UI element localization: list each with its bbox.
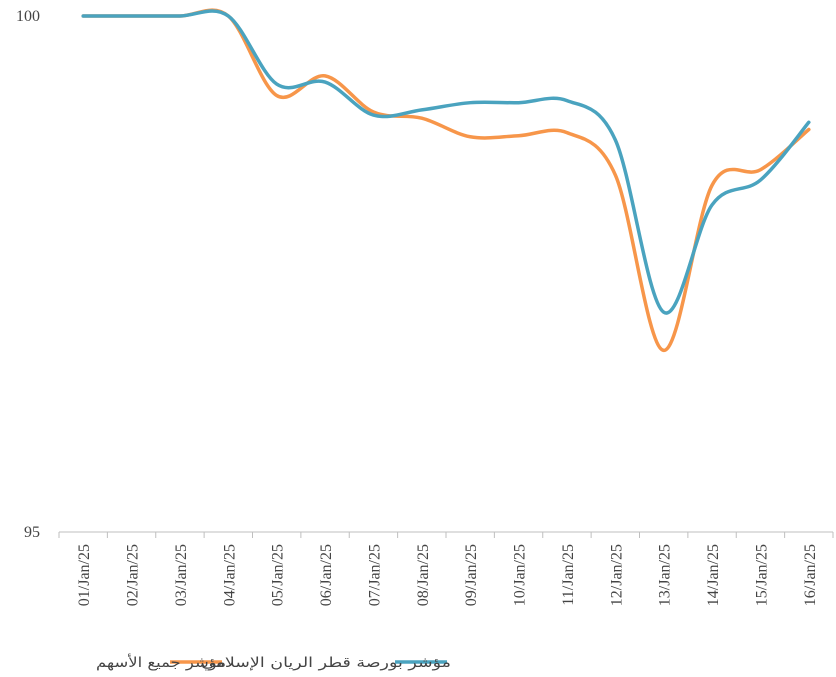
x-tick-label: 14/Jan/25: [705, 544, 722, 606]
legend-label: مؤشر جميع الأسهم: [96, 653, 226, 671]
x-tick-label: 03/Jan/25: [173, 544, 190, 606]
x-tick-label: 01/Jan/25: [76, 544, 93, 606]
x-tick-label: 13/Jan/25: [657, 544, 674, 606]
x-tick-label: 06/Jan/25: [318, 544, 335, 606]
x-tick-label: 15/Jan/25: [753, 544, 770, 606]
x-tick-label: 10/Jan/25: [512, 544, 529, 606]
x-tick-label: 07/Jan/25: [366, 544, 383, 606]
x-tick-label: 05/Jan/25: [270, 544, 287, 606]
y-tick-label: 100: [16, 8, 40, 25]
legend-label: مؤشر بورصة قطر الريان الإسلامي: [201, 655, 451, 671]
x-tick-label: 16/Jan/25: [802, 544, 819, 606]
series-line: [81, 8, 811, 353]
series-line: [81, 9, 811, 315]
x-tick-label: 02/Jan/25: [125, 544, 142, 606]
x-tick-label: 11/Jan/25: [560, 544, 577, 606]
x-tick-label: 09/Jan/25: [463, 544, 480, 606]
x-tick-label: 04/Jan/25: [221, 544, 238, 606]
x-tick-label: 12/Jan/25: [608, 544, 625, 606]
x-tick-label: 08/Jan/25: [415, 544, 432, 606]
y-tick-label: 95: [24, 524, 40, 541]
